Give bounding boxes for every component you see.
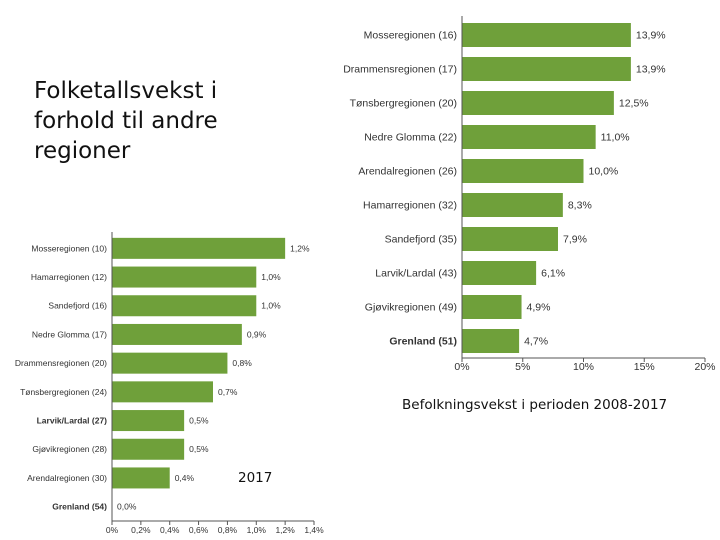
growth-2017-bar-gjovikregionen-28 bbox=[112, 438, 185, 460]
growth-2008-2017-x-tick-label: 5% bbox=[515, 361, 530, 373]
growth-2017-data-label: 0,8% bbox=[232, 358, 252, 368]
growth-2017-category-label: Hamarregionen (12) bbox=[31, 272, 107, 282]
growth-2017-x-tick-label: 1,4% bbox=[304, 525, 324, 535]
growth-2017-bar-larvik-lardal-27 bbox=[112, 410, 185, 432]
growth-2017-data-label: 0,0% bbox=[117, 502, 137, 512]
growth-2017-category-label: Arendalregionen (30) bbox=[27, 473, 107, 483]
growth-2017-x-tick-label: 0% bbox=[106, 525, 119, 535]
growth-2008-2017-x-tick-label: 10% bbox=[573, 361, 594, 373]
growth-2017-bar-drammensregionen-20 bbox=[112, 352, 228, 374]
growth-2017-category-label: Larvik/Lardal (27) bbox=[37, 416, 108, 426]
growth-2017-data-label: 0,9% bbox=[247, 329, 267, 339]
growth-2017-bar-mosseregionen-10 bbox=[112, 237, 286, 259]
growth-2008-2017-data-label: 13,9% bbox=[636, 30, 666, 42]
growth-2008-2017-chart: Mosseregionen (16) 13,9% Drammensregionen … bbox=[343, 16, 716, 373]
growth-2008-2017-category-label: Larvik/Lardal (43) bbox=[375, 268, 457, 280]
growth-2008-2017-category-label: Tønsbergregionen (20) bbox=[350, 98, 457, 110]
growth-2017-x-tick-label: 0,6% bbox=[189, 525, 209, 535]
growth-2008-2017-category-label: Mosseregionen (16) bbox=[364, 30, 457, 42]
growth-2017-bar-sandefjord-16 bbox=[112, 295, 257, 317]
growth-2008-2017-bar-tonsbergregionen-20 bbox=[462, 91, 614, 115]
growth-2017-x-tick-label: 0,8% bbox=[218, 525, 238, 535]
growth-2017-data-label: 1,0% bbox=[261, 272, 281, 282]
growth-2017-category-label: Tønsbergregionen (24) bbox=[20, 387, 107, 397]
growth-2017-category-label: Mosseregionen (10) bbox=[31, 243, 107, 253]
growth-2008-2017-data-label: 11,0% bbox=[601, 132, 630, 144]
growth-2008-2017-x-tick-label: 0% bbox=[454, 361, 469, 373]
growth-2008-2017-bar-mosseregionen-16 bbox=[462, 23, 631, 47]
growth-2008-2017-data-label: 13,9% bbox=[636, 64, 666, 76]
growth-2017-bar-hamarregionen-12 bbox=[112, 266, 257, 288]
growth-2017-bar-arendalregionen-30 bbox=[112, 467, 170, 489]
growth-2017-data-label: 0,5% bbox=[189, 416, 209, 426]
growth-2017-data-label: 1,0% bbox=[261, 301, 281, 311]
growth-2017-chart: Mosseregionen (10) 1,2% Hamarregionen (12)… bbox=[15, 232, 324, 535]
growth-2008-2017-category-label: Gjøvikregionen (49) bbox=[365, 302, 457, 314]
growth-2017-data-label: 0,5% bbox=[189, 444, 209, 454]
growth-2008-2017-category-label: Sandefjord (35) bbox=[385, 234, 457, 246]
growth-2017-x-tick-label: 0,4% bbox=[160, 525, 180, 535]
growth-2008-2017-data-label: 4,7% bbox=[524, 336, 548, 348]
growth-2017-data-label: 0,7% bbox=[218, 387, 238, 397]
growth-2017-x-tick-label: 0,2% bbox=[131, 525, 151, 535]
growth-2017-category-label: Nedre Glomma (17) bbox=[32, 329, 107, 339]
growth-2008-2017-data-label: 10,0% bbox=[589, 166, 619, 178]
caption-growth-2008-2017: Befolkningsvekst i perioden 2008-2017 bbox=[402, 397, 668, 413]
growth-2008-2017-bar-drammensregionen-17 bbox=[462, 57, 631, 81]
growth-2008-2017-data-label: 6,1% bbox=[541, 268, 565, 280]
growth-2017-bar-tonsbergregionen-24 bbox=[112, 381, 213, 403]
growth-2017-category-label: Drammensregionen (20) bbox=[15, 358, 107, 368]
caption-2017: 2017 bbox=[238, 470, 273, 486]
growth-2017-data-label: 0,4% bbox=[175, 473, 195, 483]
growth-2017-category-label: Grenland (54) bbox=[52, 502, 107, 512]
growth-2008-2017-data-label: 7,9% bbox=[563, 234, 587, 246]
growth-2017-category-label: Gjøvikregionen (28) bbox=[32, 444, 107, 454]
growth-2017-x-tick-label: 1,2% bbox=[275, 525, 295, 535]
slide-title: Folketallsvekst i forhold til andre regi… bbox=[34, 78, 218, 164]
growth-2008-2017-category-label: Arendalregionen (26) bbox=[358, 166, 457, 178]
growth-2008-2017-bar-nedre-glomma-22 bbox=[462, 125, 596, 149]
growth-2008-2017-bar-hamarregionen-32 bbox=[462, 193, 563, 217]
growth-2017-bar-nedre-glomma-17 bbox=[112, 323, 242, 345]
growth-2017-x-tick-label: 1,0% bbox=[247, 525, 267, 535]
growth-2008-2017-bar-gjovikregionen-49 bbox=[462, 295, 522, 319]
growth-2008-2017-x-tick-label: 15% bbox=[634, 361, 655, 373]
growth-2008-2017-category-label: Grenland (51) bbox=[389, 336, 457, 348]
growth-2008-2017-category-label: Drammensregionen (17) bbox=[343, 64, 457, 76]
growth-2008-2017-bar-sandefjord-35 bbox=[462, 227, 558, 251]
growth-2008-2017-data-label: 12,5% bbox=[619, 98, 649, 110]
growth-2008-2017-data-label: 4,9% bbox=[527, 302, 551, 314]
growth-2008-2017-data-label: 8,3% bbox=[568, 200, 592, 212]
growth-2008-2017-x-tick-label: 20% bbox=[694, 361, 715, 373]
growth-2017-data-label: 1,2% bbox=[290, 243, 310, 253]
growth-2008-2017-bar-arendalregionen-26 bbox=[462, 159, 584, 183]
growth-2008-2017-bar-grenland-51 bbox=[462, 329, 520, 353]
growth-2017-category-label: Sandefjord (16) bbox=[48, 301, 107, 311]
growth-2008-2017-category-label: Hamarregionen (32) bbox=[363, 200, 457, 212]
growth-2008-2017-category-label: Nedre Glomma (22) bbox=[364, 132, 457, 144]
growth-2008-2017-bar-larvik-lardal-43 bbox=[462, 261, 537, 285]
